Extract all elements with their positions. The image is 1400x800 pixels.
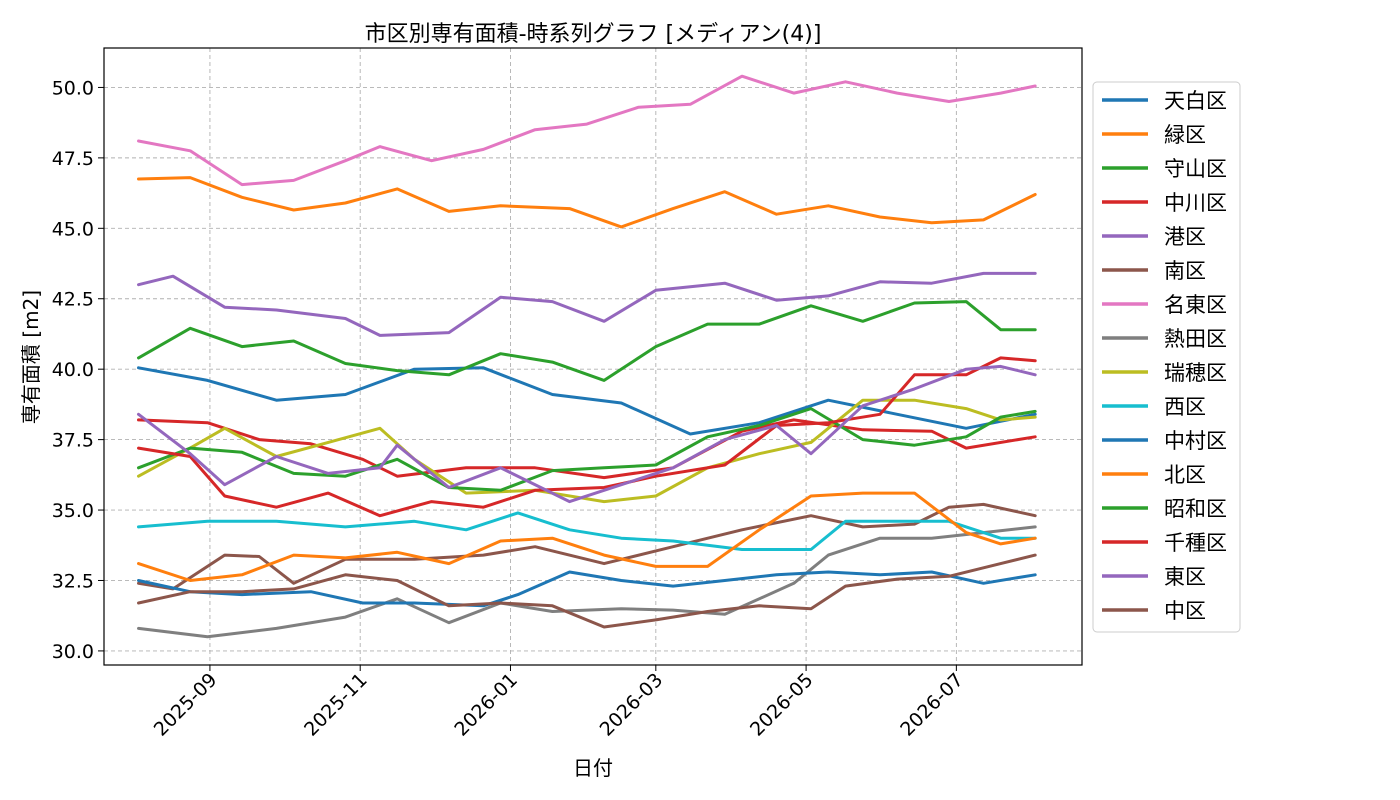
- legend-label: 北区: [1164, 463, 1206, 487]
- series-line-2: [137, 300, 1037, 382]
- y-tick-label: 40.0: [52, 359, 94, 381]
- legend-label: 昭和区: [1164, 497, 1227, 521]
- y-tick-label: 45.0: [52, 218, 94, 240]
- series-line-10: [137, 570, 1037, 608]
- legend-label: 中村区: [1164, 429, 1227, 453]
- series-line-7: [137, 525, 1037, 639]
- series-lines: [137, 74, 1037, 639]
- legend-label: 守山区: [1164, 157, 1227, 181]
- series-line-11: [137, 491, 1037, 582]
- series-line-12: [137, 407, 1037, 492]
- series-line-1: [137, 176, 1037, 229]
- legend-label: 西区: [1164, 395, 1206, 419]
- series-line-6: [137, 74, 1037, 187]
- legend-label: 天白区: [1164, 89, 1227, 113]
- y-tick-label: 47.5: [52, 148, 94, 170]
- y-axis-label: 専有面積 [m2]: [19, 290, 43, 424]
- legend-label: 東区: [1164, 565, 1206, 589]
- legend-label: 熱田区: [1164, 327, 1227, 351]
- y-tick-label: 37.5: [52, 430, 94, 452]
- series-line-13: [137, 356, 1037, 518]
- legend-box: [1092, 81, 1241, 633]
- series-line-14: [137, 364, 1037, 504]
- legend-label: 名東区: [1164, 293, 1227, 317]
- chart-title: 市区別専有面積-時系列グラフ [メディアン(4)]: [365, 22, 822, 47]
- legend-label: 緑区: [1164, 123, 1206, 147]
- legend-label: 中区: [1164, 599, 1206, 623]
- series-line-15: [137, 553, 1037, 629]
- series-line-3: [137, 418, 1037, 480]
- series-line-4: [137, 271, 1037, 337]
- y-tick-label: 50.0: [52, 77, 94, 99]
- series-line-0: [137, 366, 1037, 436]
- legend-label: 港区: [1164, 225, 1206, 249]
- y-tick-label: 30.0: [52, 641, 94, 663]
- y-axis: 30.0 32.5 35.0 37.5 40.0 42.5 45.0 47.5 50.0: [52, 77, 104, 663]
- legend-label: 瑞穂区: [1164, 361, 1227, 385]
- legend: 天白区緑区守山区中川区港区南区名東区熱田区瑞穂区西区中村区北区昭和区千種区東区中…: [1092, 81, 1241, 633]
- legend-label: 千種区: [1164, 531, 1227, 555]
- series-line-9: [137, 511, 1037, 551]
- legend-label: 中川区: [1164, 191, 1227, 215]
- y-tick-label: 35.0: [52, 500, 94, 522]
- y-tick-label: 32.5: [52, 570, 94, 592]
- legend-label: 南区: [1164, 259, 1206, 283]
- x-axis-label: 日付: [573, 756, 613, 780]
- plot-frame: [103, 47, 1083, 666]
- y-tick-label: 42.5: [52, 289, 94, 311]
